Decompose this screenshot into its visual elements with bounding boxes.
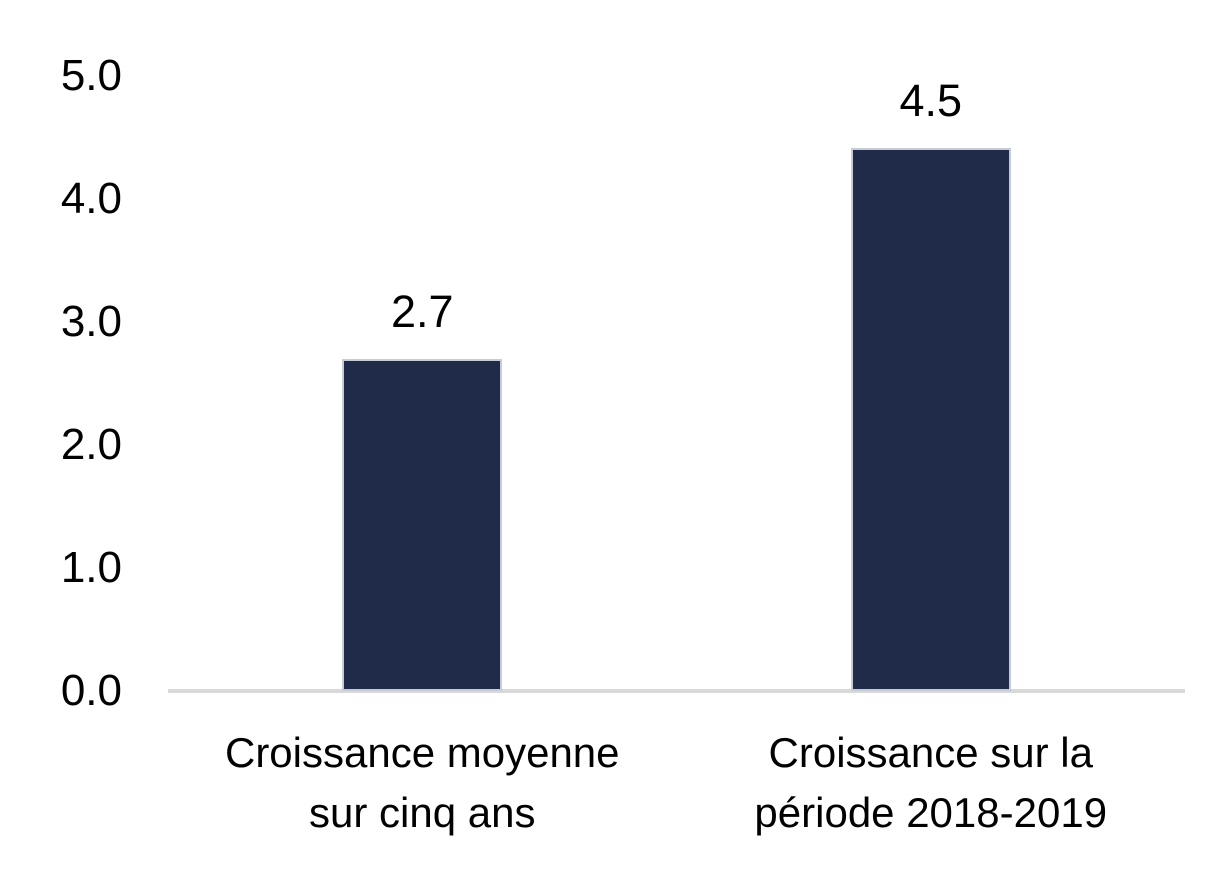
category-slot: Croissance moyenne sur cinq ans [168,723,677,843]
category-label-croissance-2018-2019: Croissance sur la période 2018-2019 [754,729,1108,836]
category-label-croissance-moyenne: Croissance moyenne sur cinq ans [224,729,620,836]
y-axis-tick-label: 0.0 [60,666,122,715]
bar-group-croissance-moyenne: 2.7 [168,76,677,691]
plot-area: 2.7 4.5 [168,76,1186,693]
category-slot: Croissance sur la période 2018-2019 [677,723,1186,843]
x-axis-line [168,689,1185,693]
y-axis-tick-label: 1.0 [60,543,122,592]
bar-croissance-moyenne [342,359,503,691]
y-axis-tick-label: 3.0 [60,297,122,346]
bar-value-label: 2.7 [390,286,454,337]
y-axis-tick-label: 4.0 [60,174,122,223]
y-axis-tick-label: 2.0 [60,420,122,469]
bar-group-croissance-2018-2019: 4.5 [677,76,1186,691]
y-axis-tick-label: 5.0 [60,51,122,100]
bar-croissance-2018-2019 [850,148,1011,691]
y-axis: 5.0 4.0 3.0 2.0 1.0 0.0 [0,0,122,896]
bar-value-label: 4.5 [899,75,963,126]
x-axis-labels: Croissance moyenne sur cinq ans Croissan… [168,723,1185,843]
